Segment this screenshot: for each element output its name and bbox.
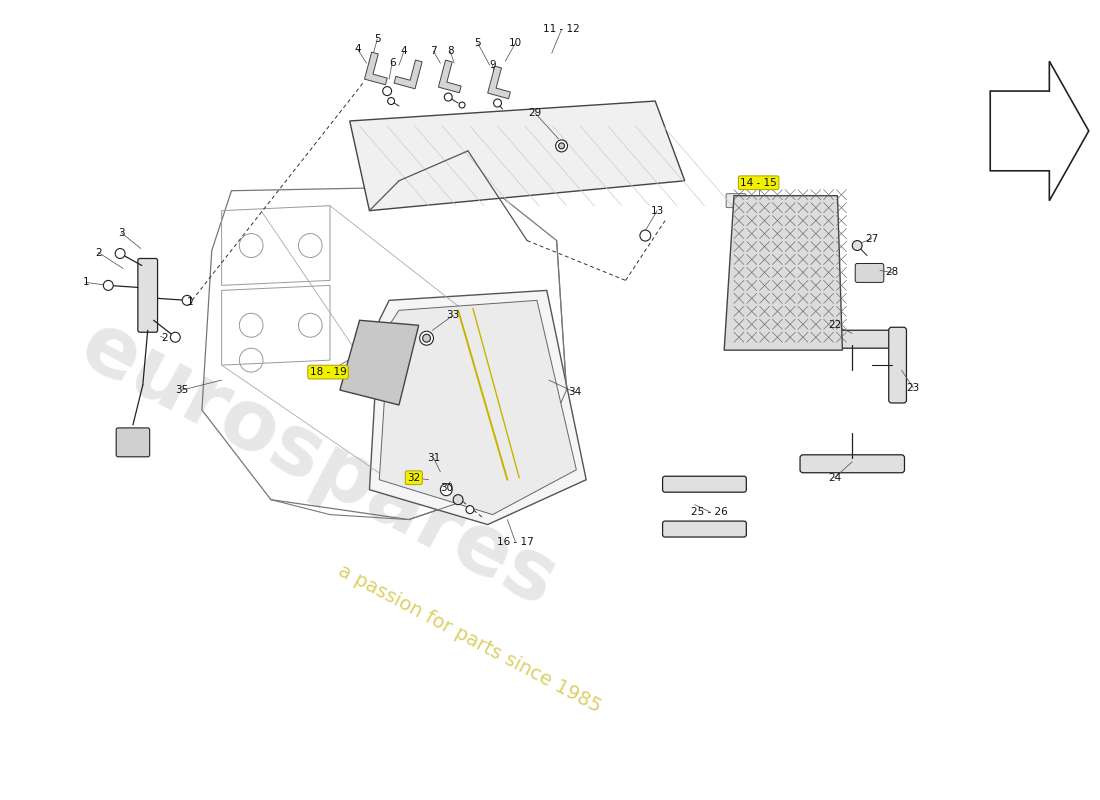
FancyBboxPatch shape bbox=[536, 330, 552, 342]
FancyBboxPatch shape bbox=[662, 521, 746, 537]
Circle shape bbox=[556, 140, 568, 152]
Text: 7: 7 bbox=[430, 46, 437, 56]
Circle shape bbox=[420, 331, 433, 345]
FancyBboxPatch shape bbox=[138, 258, 157, 332]
Polygon shape bbox=[350, 101, 685, 210]
Text: 16 - 17: 16 - 17 bbox=[497, 537, 534, 546]
Text: 24: 24 bbox=[828, 473, 842, 482]
Circle shape bbox=[559, 143, 564, 149]
FancyBboxPatch shape bbox=[889, 327, 906, 403]
FancyBboxPatch shape bbox=[534, 409, 551, 421]
Text: 1: 1 bbox=[82, 278, 89, 287]
Text: 32: 32 bbox=[407, 473, 420, 482]
Circle shape bbox=[640, 230, 651, 241]
Text: a passion for parts since 1985: a passion for parts since 1985 bbox=[336, 562, 605, 717]
Text: 1: 1 bbox=[187, 298, 194, 307]
Polygon shape bbox=[364, 52, 387, 85]
Text: eurospares: eurospares bbox=[66, 304, 570, 623]
Text: 27: 27 bbox=[866, 234, 879, 243]
FancyBboxPatch shape bbox=[855, 263, 883, 282]
Text: 35: 35 bbox=[176, 385, 189, 395]
Text: 25 - 26: 25 - 26 bbox=[691, 506, 728, 517]
Text: 2: 2 bbox=[162, 334, 168, 343]
Circle shape bbox=[459, 102, 465, 108]
Text: 11 - 12: 11 - 12 bbox=[543, 24, 580, 34]
Circle shape bbox=[453, 494, 463, 505]
Text: 9: 9 bbox=[490, 60, 496, 70]
Circle shape bbox=[444, 93, 452, 101]
Polygon shape bbox=[394, 60, 422, 89]
Polygon shape bbox=[370, 290, 586, 525]
FancyBboxPatch shape bbox=[726, 194, 746, 208]
Text: 22: 22 bbox=[828, 320, 842, 330]
Text: 3: 3 bbox=[118, 227, 124, 238]
Polygon shape bbox=[340, 320, 419, 405]
Text: 4: 4 bbox=[400, 46, 407, 56]
Text: 31: 31 bbox=[427, 453, 440, 462]
Circle shape bbox=[852, 241, 862, 250]
Polygon shape bbox=[439, 60, 461, 93]
FancyBboxPatch shape bbox=[800, 330, 904, 348]
Circle shape bbox=[466, 506, 474, 514]
Text: 33: 33 bbox=[447, 310, 460, 320]
Text: 14 - 15: 14 - 15 bbox=[740, 178, 777, 188]
Text: 4: 4 bbox=[354, 44, 361, 54]
Circle shape bbox=[116, 249, 125, 258]
FancyBboxPatch shape bbox=[117, 428, 150, 457]
Text: 5: 5 bbox=[474, 38, 481, 48]
Circle shape bbox=[183, 295, 192, 306]
Text: 13: 13 bbox=[650, 206, 663, 216]
Circle shape bbox=[387, 98, 395, 105]
Text: 30: 30 bbox=[440, 482, 453, 493]
Text: 29: 29 bbox=[528, 108, 541, 118]
Circle shape bbox=[422, 334, 430, 342]
Circle shape bbox=[440, 484, 452, 496]
Text: 5: 5 bbox=[374, 34, 381, 44]
Text: 23: 23 bbox=[906, 383, 920, 393]
Text: 34: 34 bbox=[568, 387, 581, 397]
Text: 6: 6 bbox=[388, 58, 395, 68]
Circle shape bbox=[103, 281, 113, 290]
Text: 18 - 19: 18 - 19 bbox=[310, 367, 346, 377]
FancyBboxPatch shape bbox=[726, 335, 746, 349]
FancyBboxPatch shape bbox=[800, 455, 904, 473]
Polygon shape bbox=[724, 196, 843, 350]
Text: 8: 8 bbox=[447, 46, 453, 56]
Circle shape bbox=[383, 86, 392, 95]
Text: 2: 2 bbox=[95, 247, 102, 258]
Polygon shape bbox=[379, 300, 576, 514]
Circle shape bbox=[494, 99, 502, 107]
FancyBboxPatch shape bbox=[662, 476, 746, 492]
Text: 10: 10 bbox=[508, 38, 521, 48]
Circle shape bbox=[170, 332, 180, 342]
Text: 28: 28 bbox=[886, 267, 899, 278]
Polygon shape bbox=[487, 66, 510, 98]
